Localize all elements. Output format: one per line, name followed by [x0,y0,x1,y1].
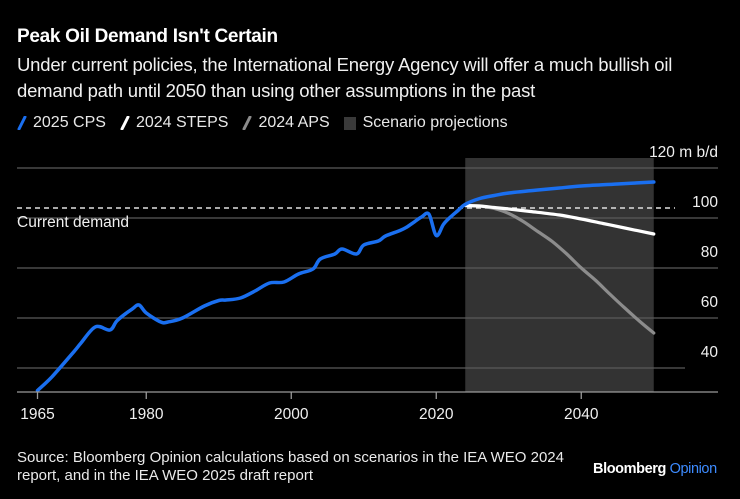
legend-label-2025-cps: 2025 CPS [33,114,106,131]
y-tick-label-120: 120 m b/d [649,144,718,161]
y-tick-label-40: 40 [701,344,719,361]
series-line-2025-cps [35,180,656,393]
legend-item-2024-steps: 2024 STEPS [120,114,229,132]
current-demand-label: Current demand [17,214,129,231]
legend-item-scenario-projections: Scenario projections [343,114,508,132]
x-tick-label-2000: 2000 [274,406,309,423]
legend-swatch-2025-cps [17,116,27,130]
source-note: Source: Bloomberg Opinion calculations b… [17,449,564,484]
x-tick-label-1965: 1965 [20,406,54,423]
legend-label-2024-steps: 2024 STEPS [135,114,229,131]
legend-label-scenario-projections: Scenario projections [362,114,508,131]
x-tick-label-1980: 1980 [129,406,164,423]
legend-label-2024-aps: 2024 APS [258,114,330,131]
x-tick-label-2040: 2040 [564,406,599,423]
legend: 2025 CPS 2024 STEPS 2024 APS Scenario pr… [17,114,522,132]
legend-item-2025-cps: 2025 CPS [17,114,106,132]
y-tick-label-60: 60 [701,294,719,311]
legend-swatch-2024-steps [120,116,130,130]
scenario-projection-shading [465,158,654,392]
series-line-2024-steps [463,203,656,236]
brand-main: Bloomberg [593,461,666,477]
brand-sub: Opinion [669,461,718,477]
legend-swatch-2024-aps [242,116,252,130]
legend-swatch-scenario-projections [343,116,356,130]
y-tick-label-100: 100 [692,194,718,211]
bloomberg-opinion-logo: Bloomberg Opinion [593,461,717,477]
x-tick-label-2020: 2020 [419,406,454,423]
y-tick-label-80: 80 [701,244,719,261]
legend-item-2024-aps: 2024 APS [242,114,330,132]
oil-demand-chart: 40 60 80 100 120 m b/d Current demand 1965 19… [17,144,719,423]
chart-title: Peak Oil Demand Isn't Certain [17,26,278,47]
chart-subtitle: Under current policies, the Internationa… [17,54,673,101]
